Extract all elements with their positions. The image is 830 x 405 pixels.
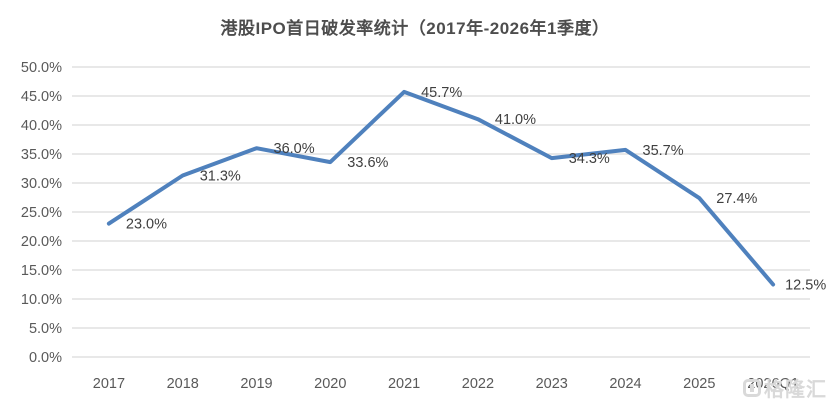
- y-axis-tick-label: 25.0%: [21, 205, 62, 221]
- y-axis-tick-label: 50.0%: [21, 60, 62, 76]
- y-axis-tick-label: 15.0%: [21, 263, 62, 279]
- x-axis-tick-label: 2024: [609, 376, 641, 392]
- chart-title: 港股IPO首日破发率统计（2017年-2026年1季度）: [220, 19, 610, 38]
- data-label: 23.0%: [126, 217, 167, 233]
- y-axis-tick-label: 30.0%: [21, 176, 62, 192]
- y-axis-tick-label: 5.0%: [29, 321, 62, 337]
- y-axis-tick-label: 20.0%: [21, 234, 62, 250]
- y-axis-tick-label: 45.0%: [21, 89, 62, 105]
- x-axis-tick-label: 2023: [536, 376, 568, 392]
- y-axis-tick-label: 0.0%: [29, 350, 62, 366]
- data-label: 31.3%: [200, 168, 241, 184]
- x-axis-tick-label: 2025: [683, 376, 715, 392]
- data-label: 12.5%: [785, 278, 826, 294]
- y-axis-tick-label: 10.0%: [21, 292, 62, 308]
- x-axis-tick-label: 2021: [388, 376, 420, 392]
- series-line: [106, 89, 776, 287]
- watermark-text: 格隆汇: [764, 379, 827, 401]
- x-axis-tick-label: 2020: [314, 376, 346, 392]
- y-axis-tick-label: 35.0%: [21, 147, 62, 163]
- data-label: 35.7%: [643, 143, 684, 159]
- data-label: 36.0%: [274, 141, 315, 157]
- data-label: 45.7%: [421, 85, 462, 101]
- x-axis-tick-label: 2022: [462, 376, 494, 392]
- data-label: 27.4%: [716, 191, 757, 207]
- data-label: 34.3%: [569, 151, 610, 167]
- watermark: 格隆汇: [743, 373, 827, 402]
- x-axis-tick-label: 2017: [93, 376, 125, 392]
- data-label: 41.0%: [495, 112, 536, 128]
- y-axis-tick-label: 40.0%: [21, 118, 62, 134]
- data-label: 33.6%: [347, 155, 388, 171]
- x-axis-tick-label: 2019: [240, 376, 272, 392]
- x-axis-tick-label: 2018: [167, 376, 199, 392]
- gelonghui-logo-icon: [743, 378, 761, 397]
